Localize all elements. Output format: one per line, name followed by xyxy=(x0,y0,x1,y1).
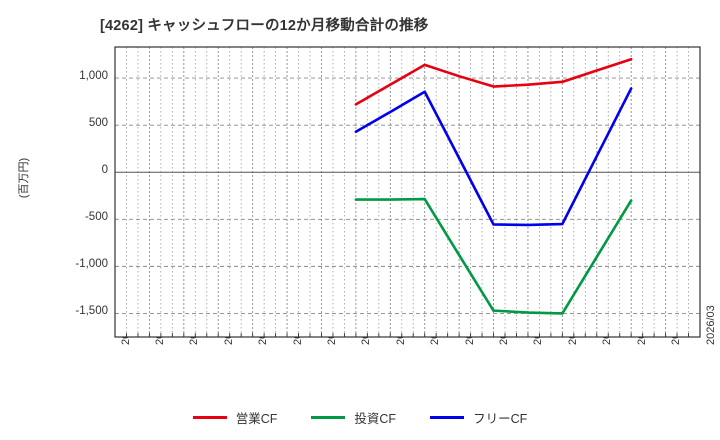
data-series-line xyxy=(354,57,633,106)
chart-legend: 営業CF 投資CF フリーCF xyxy=(0,408,720,427)
legend-color-swatch xyxy=(430,416,465,419)
y-axis-tick-labels: 1,000 500 0 -500 -1,000 -1,500 xyxy=(40,0,108,440)
legend-item[interactable]: フリーCF xyxy=(430,408,527,427)
legend-label: 営業CF xyxy=(235,412,278,426)
y-axis-tick-label: 1,000 xyxy=(79,70,108,83)
legend-color-swatch xyxy=(311,416,346,419)
data-series-line xyxy=(354,197,633,315)
y-axis-tick-label: -500 xyxy=(84,211,108,224)
y-axis-tick-label: 0 xyxy=(101,164,108,177)
legend-label: フリーCF xyxy=(473,412,528,426)
y-axis-tick-label: 500 xyxy=(88,117,108,130)
legend-item[interactable]: 投資CF xyxy=(311,408,396,427)
plot-background xyxy=(115,47,700,337)
data-series-line xyxy=(354,87,633,227)
legend-label: 投資CF xyxy=(354,412,397,426)
legend-item[interactable]: 営業CF xyxy=(192,408,278,427)
y-axis-tick-label: -1,500 xyxy=(75,305,108,318)
chart-title: [4262] キャッシュフローの12か月移動合計の推移 xyxy=(100,18,429,34)
plot-border xyxy=(114,46,701,338)
y-axis-tick-label: -1,000 xyxy=(75,258,108,271)
legend-color-swatch xyxy=(192,416,227,419)
